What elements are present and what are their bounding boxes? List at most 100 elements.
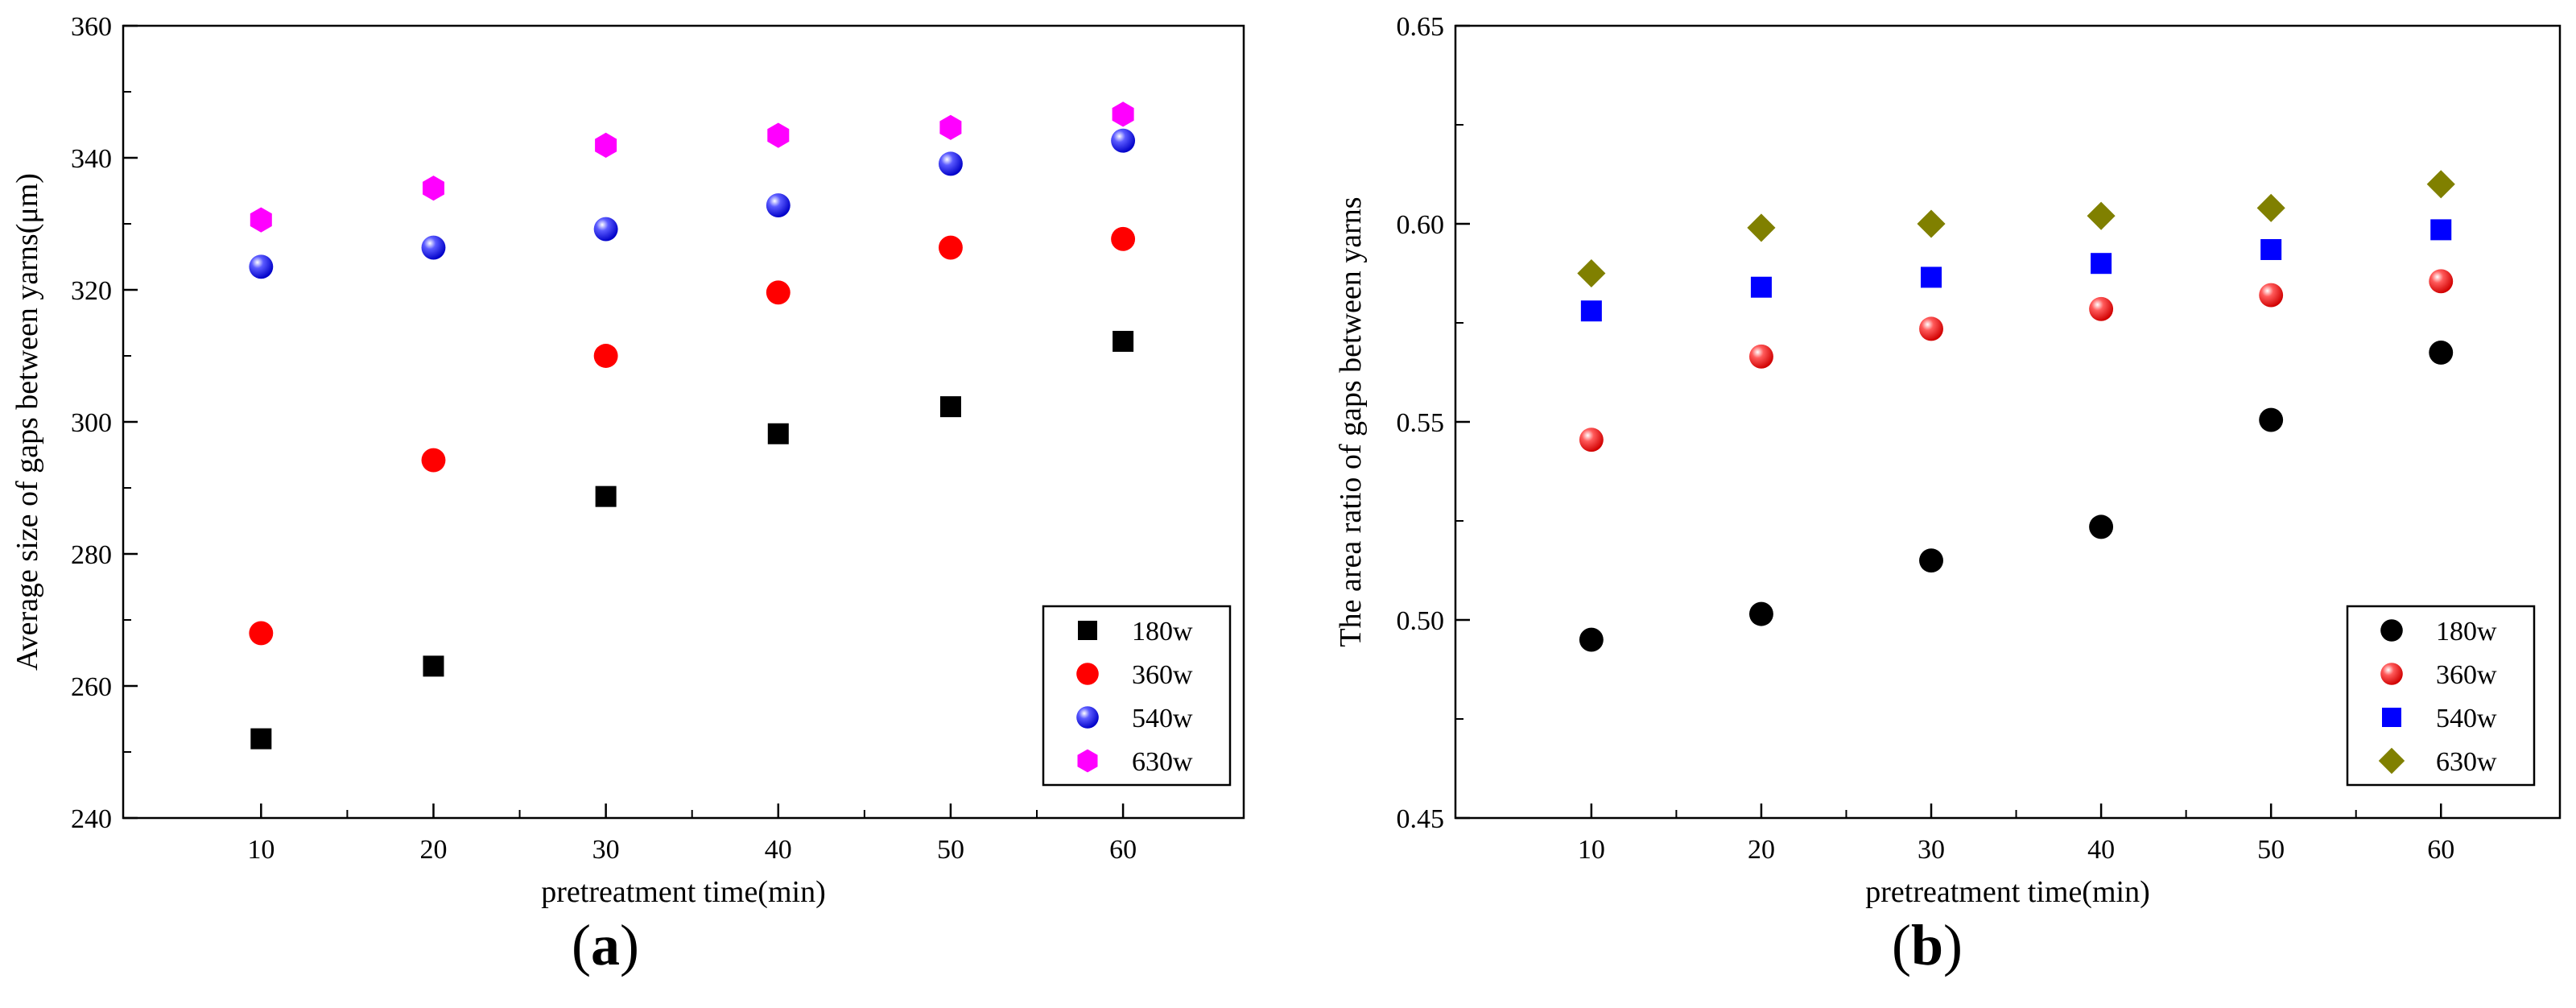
data-point [2259, 407, 2284, 432]
data-point [249, 254, 274, 279]
x-tick-label: 40 [2087, 835, 2115, 865]
y-tick-label: 340 [71, 144, 112, 174]
legend-label: 540w [1132, 704, 1193, 733]
data-point [250, 207, 272, 233]
legend-label: 180w [2436, 617, 2497, 647]
data-point [1111, 128, 1136, 153]
series-540w [249, 128, 1136, 279]
series-630w [1577, 170, 2455, 288]
legend-box [1042, 605, 1232, 787]
data-point [767, 122, 790, 148]
legend-label: 360w [2436, 660, 2497, 690]
y-tick-label: 0.45 [1397, 804, 1445, 834]
legend-box [2346, 605, 2536, 787]
legend-marker [2380, 619, 2403, 642]
legend-label: 540w [2436, 704, 2497, 733]
data-point [1748, 601, 1773, 626]
series-180w [250, 330, 1134, 750]
legend-marker [2378, 747, 2405, 775]
series-630w [250, 101, 1134, 233]
legend-marker [2382, 708, 2401, 727]
x-axis-label: pretreatment time(min) [541, 875, 825, 909]
data-point [250, 728, 272, 750]
data-point [595, 485, 617, 507]
x-tick-label: 10 [1578, 835, 1605, 865]
series-360w [1579, 269, 2454, 452]
x-tick-label: 10 [247, 835, 275, 865]
data-point [2430, 219, 2452, 241]
x-tick-label: 50 [2257, 835, 2285, 865]
x-tick-label: 40 [765, 835, 792, 865]
panel-label-close: ) [620, 913, 639, 977]
series-540w [1580, 219, 2452, 322]
legend-marker [1076, 706, 1099, 729]
y-tick-label: 300 [71, 408, 112, 438]
legend-marker [1076, 663, 1099, 685]
legend-label: 630w [1132, 747, 1193, 777]
x-tick-label: 20 [419, 835, 447, 865]
x-tick-label: 20 [1748, 835, 1775, 865]
y-tick-label: 0.60 [1397, 210, 1445, 240]
data-point [593, 344, 618, 368]
data-point [1580, 300, 1602, 322]
y-tick-label: 360 [71, 12, 112, 42]
data-point [593, 217, 618, 242]
data-point [1748, 344, 1773, 369]
data-point [939, 396, 961, 418]
legend-label: 180w [1132, 617, 1193, 647]
data-point [421, 448, 446, 473]
legend-label: 630w [2436, 747, 2497, 777]
panel-label-open: ( [572, 913, 591, 977]
x-tick-label: 50 [937, 835, 964, 865]
data-point [2426, 170, 2455, 199]
data-point [2089, 296, 2114, 321]
data-point [2429, 269, 2454, 294]
data-point [1921, 266, 1942, 288]
data-point [2260, 238, 2282, 260]
data-point [2089, 514, 2114, 539]
data-point [2256, 193, 2285, 222]
y-tick-label: 240 [71, 804, 112, 834]
legend-marker [2380, 663, 2403, 685]
y-tick-label: 320 [71, 276, 112, 306]
data-point [595, 132, 617, 158]
x-tick-label: 60 [2427, 835, 2454, 865]
data-point [767, 423, 789, 444]
chart-panel-b: 10 20 30 40 50 60 0.45 0.50 0.55 0.60 0.65 pretreat… [1334, 12, 2562, 977]
data-point [766, 280, 791, 305]
data-point [2429, 340, 2454, 365]
legend-marker [1078, 621, 1097, 640]
panel-label-letter: a [591, 913, 620, 977]
panel-label: (a) [572, 913, 639, 977]
legend-marker [1077, 749, 1098, 773]
y-tick-label: 260 [71, 672, 112, 702]
chart-panel-a: 10 20 30 40 50 60 240 260 280 300 320 340 360 pretrea… [10, 12, 1245, 977]
x-tick-label: 30 [592, 835, 620, 865]
data-point [2091, 253, 2112, 275]
y-tick-label: 0.50 [1397, 606, 1445, 636]
series-180w [1579, 340, 2454, 652]
data-point [1750, 276, 1772, 298]
panel-label-close: ) [1943, 913, 1963, 977]
y-axis-label: The area ratio of gaps between yarns [1334, 196, 1368, 647]
data-point [1579, 428, 1604, 452]
y-axis-label: Average size of gaps between yarns(μm) [10, 173, 44, 671]
y-tick-label: 0.65 [1397, 12, 1445, 42]
data-point [1579, 627, 1604, 652]
data-point [421, 235, 446, 260]
data-point [1577, 258, 1606, 288]
data-point [249, 621, 274, 646]
data-point [423, 655, 444, 677]
data-point [1919, 548, 1943, 573]
data-point [2259, 283, 2284, 308]
y-tick-label: 0.55 [1397, 408, 1445, 438]
data-point [2087, 201, 2116, 230]
y-tick-label: 280 [71, 540, 112, 570]
data-point [1919, 316, 1943, 341]
series-360w [249, 226, 1136, 646]
data-point [938, 151, 963, 176]
data-point [766, 193, 791, 217]
data-point [939, 114, 962, 140]
data-point [423, 176, 444, 201]
